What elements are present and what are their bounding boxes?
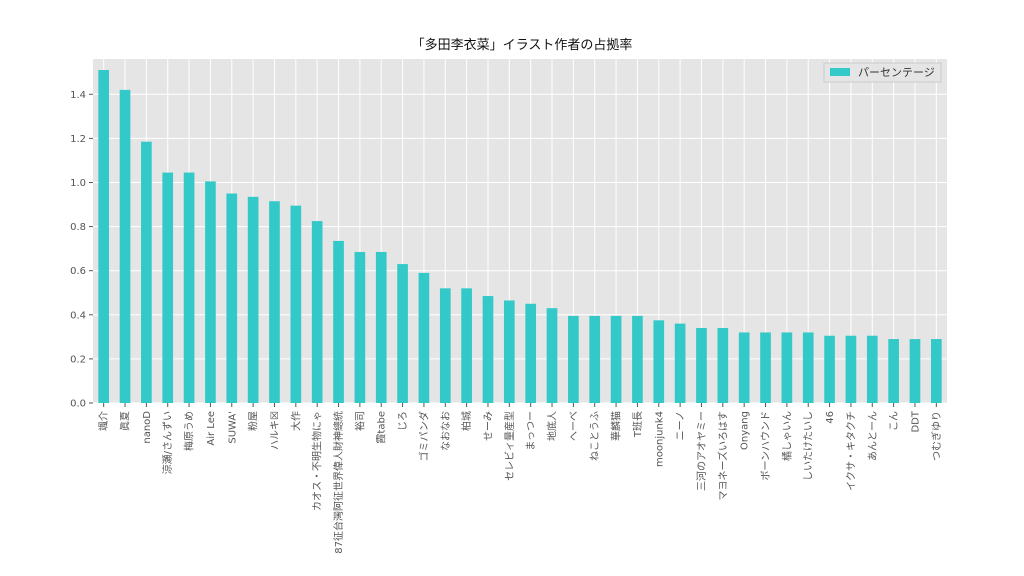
- x-tick-label: T班長: [632, 411, 644, 438]
- bar: [333, 240, 344, 403]
- x-tick-label: あんとーん: [867, 411, 879, 461]
- bar: [98, 70, 110, 404]
- bar: [141, 141, 152, 403]
- bar: [525, 303, 537, 403]
- x-tick-label: しいたけたいし: [803, 411, 815, 481]
- bar: [546, 308, 558, 403]
- x-tick-label: Onyang: [740, 411, 751, 450]
- bar: [696, 328, 707, 403]
- bar: [183, 172, 195, 403]
- bar: [162, 172, 174, 403]
- legend: パーセンテージ: [823, 62, 942, 83]
- bar: [247, 196, 259, 403]
- x-tick-label: 涼瀬/さんずい: [161, 411, 174, 474]
- x-tick-label: nanoD: [142, 411, 153, 444]
- bar: [461, 288, 472, 403]
- legend-box: [823, 62, 942, 83]
- x-tick-label: 46: [825, 411, 836, 424]
- x-tick-label: 霞tabe: [376, 411, 388, 444]
- legend-swatch: [830, 68, 850, 76]
- bar: [269, 201, 280, 403]
- bar: [589, 315, 601, 403]
- bar: [397, 264, 408, 403]
- bar: [375, 251, 387, 403]
- bar: [760, 332, 771, 403]
- x-tick-label: 梅原うめ: [183, 411, 196, 451]
- x-tick-label: マヨネーズいろはす: [716, 411, 729, 501]
- bar: [653, 320, 665, 403]
- bar: [482, 296, 494, 403]
- bar: [290, 205, 302, 403]
- y-tick-label: 0.2: [70, 354, 86, 365]
- x-tick-label: ニーノ: [676, 411, 687, 440]
- x-tick-label: 裕司: [353, 411, 366, 431]
- x-tick-label: つむぎゆり: [930, 411, 943, 461]
- bar: [909, 339, 921, 403]
- x-tick-label: ボーンハウンド: [760, 411, 772, 481]
- x-tick-label: セレビィ量産型: [503, 411, 516, 481]
- bar: [866, 335, 878, 403]
- bar: [119, 89, 131, 403]
- bar: [738, 332, 750, 403]
- x-tick-label: 柏城: [460, 411, 473, 431]
- x-tick-label: 颯介: [98, 411, 110, 431]
- x-tick-label: 華麟猫: [610, 411, 623, 441]
- bar: [418, 272, 430, 403]
- bar: [568, 315, 579, 403]
- x-tick-label: イクサ・キタクチ: [845, 411, 857, 491]
- x-tick-label: まっつー: [525, 411, 537, 451]
- y-axis-ticks: 0.0 0.2 0.4 0.6 0.8 1.0 1.2 1.4: [70, 90, 93, 410]
- bar: [845, 335, 857, 403]
- x-tick-label: じろ: [397, 411, 409, 431]
- bar: [354, 251, 366, 403]
- y-tick-label: 0.0: [70, 399, 86, 410]
- x-tick-label: ゴミパンダ: [417, 411, 430, 462]
- bar: [674, 323, 686, 403]
- x-tick-label: 87征台灣阿征世界偉人財神總統: [332, 411, 345, 554]
- bar: [824, 335, 835, 403]
- x-tick-label: 橘しゃいん: [781, 411, 793, 461]
- y-tick-label: 1.0: [70, 178, 86, 189]
- y-tick-label: 1.4: [70, 90, 86, 101]
- x-tick-label: moonjunk4: [654, 411, 665, 467]
- bar: [632, 315, 643, 403]
- x-tick-label: 大作: [289, 411, 302, 431]
- x-tick-label: 粉屋: [247, 411, 260, 431]
- x-tick-label: 地底人: [546, 411, 559, 441]
- x-tick-label: ねことうふ: [589, 411, 601, 461]
- bar: [610, 315, 622, 403]
- x-tick-label: せーみ: [482, 411, 494, 441]
- bar: [205, 181, 216, 403]
- bars: [98, 70, 942, 404]
- x-tick-label: カオス・不明生物にゃ: [311, 411, 324, 511]
- bar: [802, 332, 814, 403]
- x-tick-label: へーべ: [569, 411, 580, 441]
- x-tick-label: 三河のアオヤミー: [696, 411, 708, 491]
- y-tick-label: 1.2: [70, 134, 86, 145]
- x-tick-label: DDT: [910, 410, 921, 432]
- x-tick-label: なおなお: [440, 411, 452, 451]
- x-axis-ticks: 颯介 眞夏 nanoD 涼瀬/さんずい 梅原うめ Air Lee SUWA' 粉屋 ハルキ☒ 大作…: [98, 403, 943, 554]
- y-tick-label: 0.8: [70, 222, 86, 233]
- x-tick-label: ハルキ☒: [270, 411, 281, 450]
- x-tick-label: こん: [888, 411, 900, 431]
- plot-area: [93, 59, 947, 403]
- bar: [503, 300, 515, 403]
- bar: [226, 193, 238, 403]
- legend-label: パーセンテージ: [858, 66, 935, 79]
- y-tick-label: 0.4: [70, 310, 86, 321]
- bar: [930, 339, 942, 403]
- bar: [781, 332, 793, 403]
- y-tick-label: 0.6: [70, 266, 86, 277]
- bar: [888, 339, 899, 403]
- x-tick-label: 眞夏: [119, 411, 132, 431]
- bar: [311, 221, 323, 403]
- chart-title: 「多田李衣菜」イラスト作者の占拠率: [412, 37, 633, 53]
- x-tick-label: SUWA': [227, 411, 238, 444]
- bar: [717, 328, 729, 403]
- bar: [439, 288, 451, 403]
- x-tick-label: Air Lee: [206, 411, 217, 446]
